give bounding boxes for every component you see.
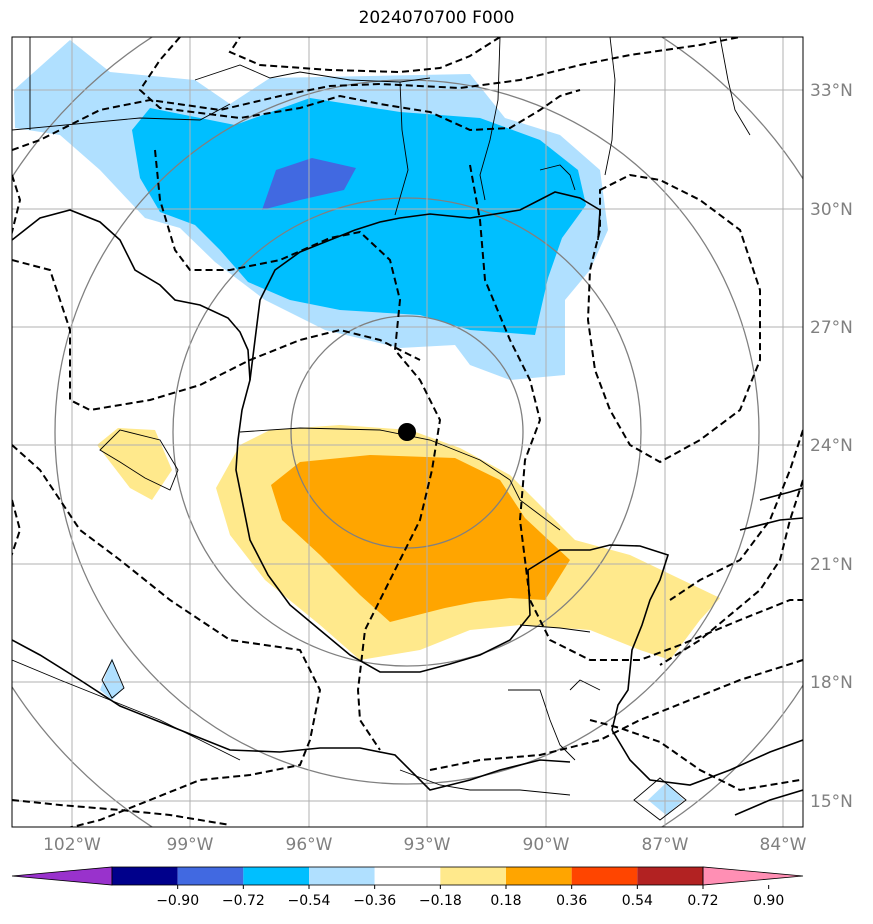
storm-center-marker [398,423,416,441]
lat-label: 15°N [810,792,853,812]
contour-fill-yellow-west [97,428,172,500]
colorbar-frame [111,866,704,886]
colorbar-tick-label: 0.72 [687,893,718,909]
lon-label: 87°W [642,835,689,855]
contour-fill-light-blue-south [648,783,684,815]
colorbar-segment [374,867,441,885]
range-rings [12,37,803,827]
colorbar-segment [440,867,506,885]
lat-label: 21°N [810,555,853,575]
lat-label: 33°N [810,81,853,101]
colorbar-tick-label: −0.36 [353,893,396,909]
latitude-labels: 33°N 30°N 27°N 24°N 21°N 18°N 15°N [810,81,853,812]
colorbar-segment [243,867,309,885]
colorbar-tick-label: −0.54 [288,893,331,909]
colorbar-segment [506,867,572,885]
colorbar-tick-label: 0.54 [622,893,653,909]
lat-label: 30°N [810,200,853,220]
political-borders [12,37,751,821]
graticule [12,37,803,827]
map-title: 2024070700 F000 [358,8,515,28]
longitude-labels: 102°W 99°W 96°W 93°W 90°W 87°W 84°W [43,835,807,855]
colorbar-segment [571,867,638,885]
colorbar-tick-label: −0.90 [156,893,199,909]
lon-label: 84°W [760,835,807,855]
contour-fill-light-blue-west [100,658,124,700]
contour-fill-orange [271,455,570,622]
colorbar-segment [309,867,375,885]
colorbar-extend-high [702,866,804,886]
lat-label: 24°N [810,436,853,456]
colorbar-tick-label: 0.90 [753,893,784,909]
colorbar-tick-label: 0.36 [556,893,587,909]
lat-label: 27°N [810,318,853,338]
colorbar-segment [112,867,178,885]
colorbar-tick-label: 0.18 [490,893,521,909]
coastlines [12,191,803,816]
lon-label: 102°W [43,835,101,855]
colorbar-segment [177,867,244,885]
dashed-contours [12,37,803,827]
map-canvas [12,37,803,827]
lon-label: 99°W [167,835,214,855]
contour-fill-sky-blue [132,98,586,335]
lon-label: 96°W [286,835,333,855]
lat-label: 18°N [810,673,853,693]
colorbar-tick-label: −0.72 [222,893,265,909]
map-frame [11,36,804,828]
colorbar-segment [637,867,703,885]
colorbar: −0.90 −0.72 −0.54 −0.36 −0.18 0.18 0.36 0.54 0.7… [11,866,804,909]
colorbar-tick-label: −0.18 [419,893,462,909]
colorbar-extend-low [11,866,113,886]
lon-label: 93°W [404,835,451,855]
lon-label: 90°W [523,835,570,855]
